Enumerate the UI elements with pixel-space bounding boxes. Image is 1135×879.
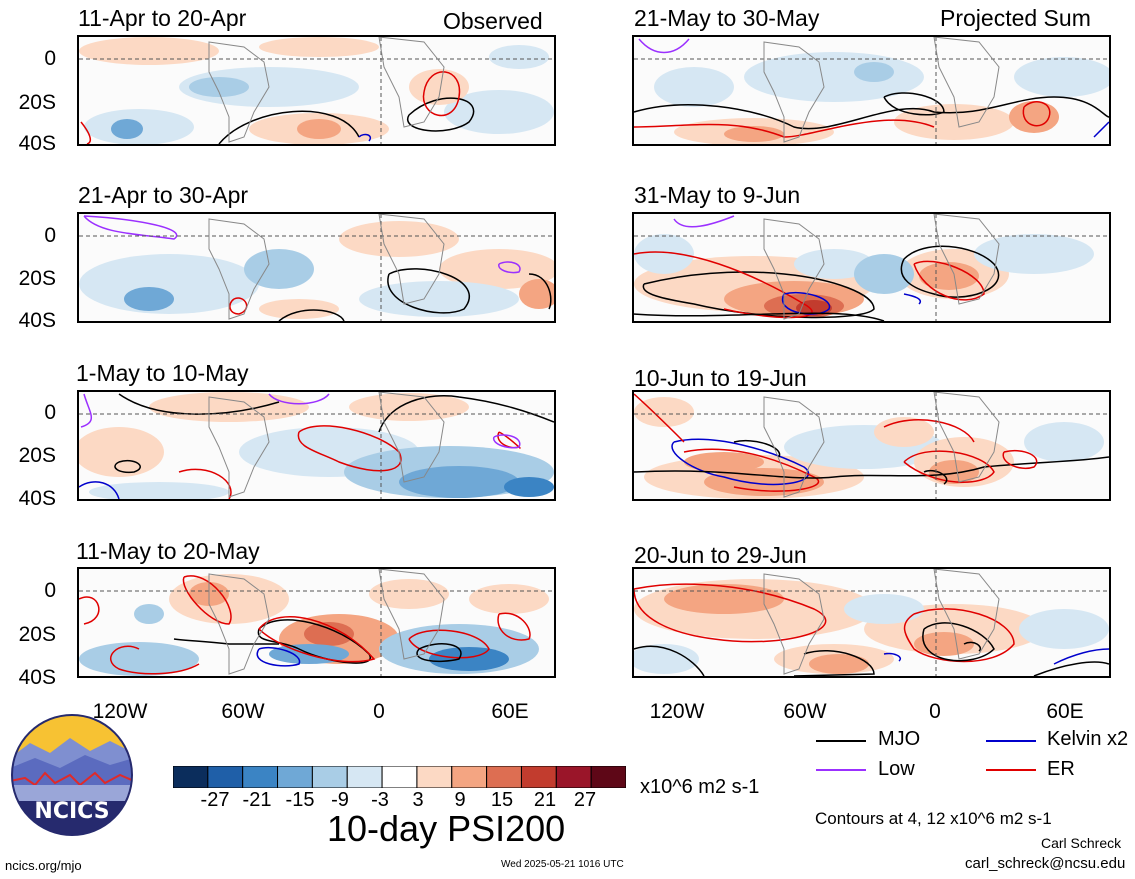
cb-label: 21 [533,789,557,811]
contours-note: Contours at 4, 12 x10^6 m2 s-1 [815,809,1052,828]
lat-label-40s: 40S [18,309,56,332]
lat-label-0: 0 [44,224,56,247]
lon-label-0: 0 [373,700,385,723]
lat-label-0: 0 [44,579,56,602]
map-graphic [79,214,554,321]
panel-5-corner-label: Projected Sum [940,5,1091,31]
map-graphic [634,569,1109,676]
cb-label: 27 [573,789,597,811]
site-link[interactable]: ncics.org/mjo [5,858,82,873]
lon-label-0: 0 [929,700,941,723]
colorbar-swatch [486,765,522,789]
colorbar-labels: -27 -21 -15 -9 -3 3 9 15 21 27 [0,789,700,815]
colorbar-swatch [555,765,592,789]
colorbar-swatch [311,765,348,789]
panel-1-corner-label: Observed [443,8,543,34]
map-panel-apr11-apr20 [77,35,556,146]
cb-label: -3 [371,789,389,811]
panel-4-title: 11-May to 20-May [76,538,260,564]
cb-label: -21 [242,789,272,811]
author-email[interactable]: carl_schreck@ncsu.edu [965,855,1126,872]
logo-text: NCICS [34,799,110,824]
lon-label-60e: 60E [1046,700,1084,723]
colorbar-swatch [520,765,557,789]
map-panel-jun20-jun29 [632,567,1111,678]
map-graphic [634,392,1109,499]
lat-label-20s: 20S [18,623,56,646]
map-panel-may11-may20 [77,567,556,678]
low-line-swatch [816,769,866,771]
map-graphic [79,569,554,676]
colorbar-swatch [172,765,209,789]
colorbar-swatch [242,765,279,789]
lon-label-60w: 60W [221,700,265,723]
lat-label-40s: 40S [18,487,56,510]
colorbar-swatch [207,765,244,789]
contour-legend: MJO Kelvin x2 Low ER [816,728,1135,788]
author-name: Carl Schreck [1041,835,1122,851]
kelvin-line-swatch [986,740,1036,742]
lat-label-20s: 20S [18,91,56,114]
panel-6-title: 31-May to 9-Jun [634,182,801,208]
legend-low: Low [878,758,915,780]
panel-2-title: 21-Apr to 30-Apr [78,182,249,208]
panel-3-title: 1-May to 10-May [76,360,249,386]
cb-label: -27 [200,789,230,811]
map-graphic [634,37,1109,144]
lat-label-40s: 40S [18,666,56,689]
lat-label-20s: 20S [18,444,56,467]
cb-label: -9 [331,789,349,811]
lat-label-0: 0 [44,401,56,424]
colorbar-graphic [172,765,627,789]
legend-er: ER [1047,758,1075,780]
er-line-swatch [986,769,1036,771]
map-graphic [79,392,554,499]
timestamp: Wed 2025-05-21 1016 UTC [501,859,624,870]
main-title: 10-day PSI200 [327,808,566,849]
lat-label-40s: 40S [18,132,56,155]
lon-label-60w: 60W [783,700,827,723]
legend-kelvin: Kelvin x2 [1047,728,1129,750]
cb-label: 3 [412,789,424,811]
map-panel-may31-jun9 [632,212,1111,323]
lat-label-20s: 20S [18,267,56,290]
panel-8-title: 20-Jun to 29-Jun [634,542,807,568]
colorbar-swatch [346,765,383,789]
cb-label: 15 [490,789,514,811]
colorbar-swatch [451,765,488,789]
mjo-line-swatch [816,740,866,742]
colorbar-swatch [381,765,418,789]
map-panel-apr21-apr30 [77,212,556,323]
colorbar-swatch [416,765,453,789]
colorbar-swatch [277,765,313,789]
map-panel-jun10-jun19 [632,390,1111,501]
lat-label-0: 0 [44,47,56,70]
colorbar-swatch [590,765,627,789]
ncics-logo-icon [11,714,133,836]
legend-mjo: MJO [878,728,921,750]
map-graphic [634,214,1109,321]
colorbar [172,765,627,789]
colorbar-units: x10^6 m2 s-1 [640,776,760,798]
ncics-logo[interactable]: NCICS [10,713,134,837]
map-graphic [79,37,554,144]
panel-7-title: 10-Jun to 19-Jun [634,365,807,391]
panel-5-title: 21-May to 30-May [634,5,820,31]
cb-label: 9 [454,789,466,811]
map-panel-may1-may10 [77,390,556,501]
lon-label-120w: 120W [92,700,148,723]
lon-label-120w: 120W [649,700,705,723]
map-panel-may21-may30 [632,35,1111,146]
panel-1-title: 11-Apr to 20-Apr [78,5,247,31]
lon-label-60e: 60E [491,700,529,723]
cb-label: -15 [285,789,315,811]
